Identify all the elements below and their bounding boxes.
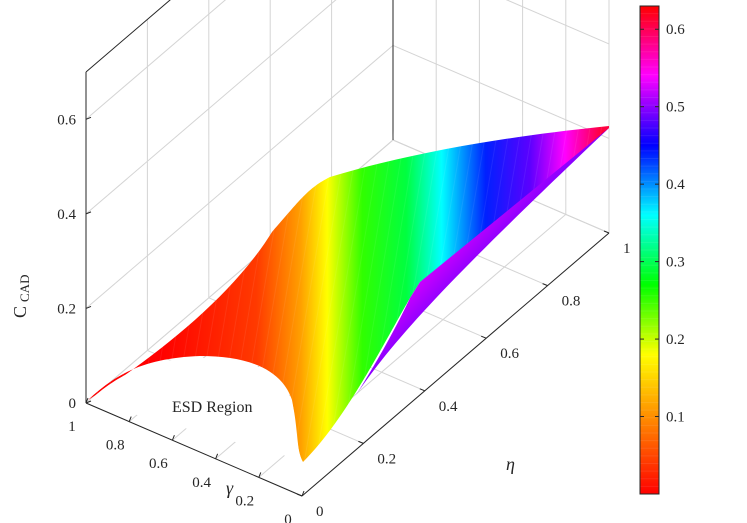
y-tick-mark <box>419 388 425 392</box>
x-tick-mark <box>215 453 219 459</box>
colorbar-tick-label: 0.2 <box>666 332 685 348</box>
z-tick-label: 0 <box>69 396 77 412</box>
y-tick-label: 0 <box>316 504 324 520</box>
back-wall <box>86 0 393 403</box>
z-tick-label: 0.2 <box>57 301 76 317</box>
x-tick-label: 0.4 <box>192 475 211 491</box>
x-tick-label: 0.8 <box>106 438 125 454</box>
x-tick-mark <box>301 490 305 497</box>
colorbar-frame <box>639 5 660 495</box>
y-axis-line <box>301 232 610 497</box>
esd-region-annotation: ESD Region <box>172 399 252 416</box>
colorbar-tick-label: 0.6 <box>666 22 685 38</box>
wall-grid-line <box>85 0 227 120</box>
x-tick-mark <box>171 435 175 441</box>
y-tick-mark <box>358 440 364 444</box>
y-tick-label: 0.8 <box>562 294 581 310</box>
x-tick-mark <box>258 472 262 478</box>
z-tick-label: 0.4 <box>57 207 76 223</box>
colorbar: 0.1 0.2 0.3 0.4 0.5 0.6 <box>639 5 685 495</box>
x-tick-mark <box>85 397 89 404</box>
x-axis-label: γ <box>226 478 234 498</box>
colorbar-tick-label: 0.3 <box>666 255 685 271</box>
x-tick-label: 0.6 <box>149 456 168 472</box>
colorbar-tick-label: 0.1 <box>666 410 685 426</box>
y-tick-label: 0.6 <box>500 346 519 362</box>
y-axis-label: η <box>506 454 515 474</box>
z-axis-label-sub: CAD <box>17 275 32 302</box>
z-tick-mark <box>85 211 92 215</box>
z-tick-label: 0.6 <box>57 112 76 128</box>
x-tick-mark <box>128 416 132 422</box>
y-tick-label: 1 <box>623 241 631 257</box>
x-axis-line <box>85 402 303 497</box>
x-tick-label: 1 <box>68 419 76 435</box>
x-tick-label: 0.2 <box>235 493 254 509</box>
z-tick-mark <box>85 305 92 309</box>
z-tick-mark <box>85 400 92 404</box>
y-tick-mark <box>296 493 303 497</box>
colorbar-fill <box>640 6 659 494</box>
colorbar-tick-label: 0.4 <box>666 177 685 193</box>
y-tick-label: 0.4 <box>439 399 458 415</box>
y-tick-label: 0.2 <box>377 451 396 467</box>
y-tick-mark <box>481 335 487 339</box>
esd-region <box>90 358 301 460</box>
axes: 0 0.2 0.4 0.6 1 0.8 0.6 0.4 0.2 0 0 0.2 0.4 0.6 0.8 1 <box>57 72 631 523</box>
y-tick-mark <box>542 283 548 287</box>
colorbar-tick-label: 0.5 <box>666 100 685 116</box>
surface-plot <box>49 109 609 471</box>
surface-main <box>88 126 609 462</box>
y-tick-mark <box>603 230 610 234</box>
x-tick-label: 0 <box>284 512 292 523</box>
wall-grid-line <box>85 0 610 215</box>
z-axis-label: CCAD <box>10 275 32 318</box>
z-tick-mark <box>85 116 92 120</box>
